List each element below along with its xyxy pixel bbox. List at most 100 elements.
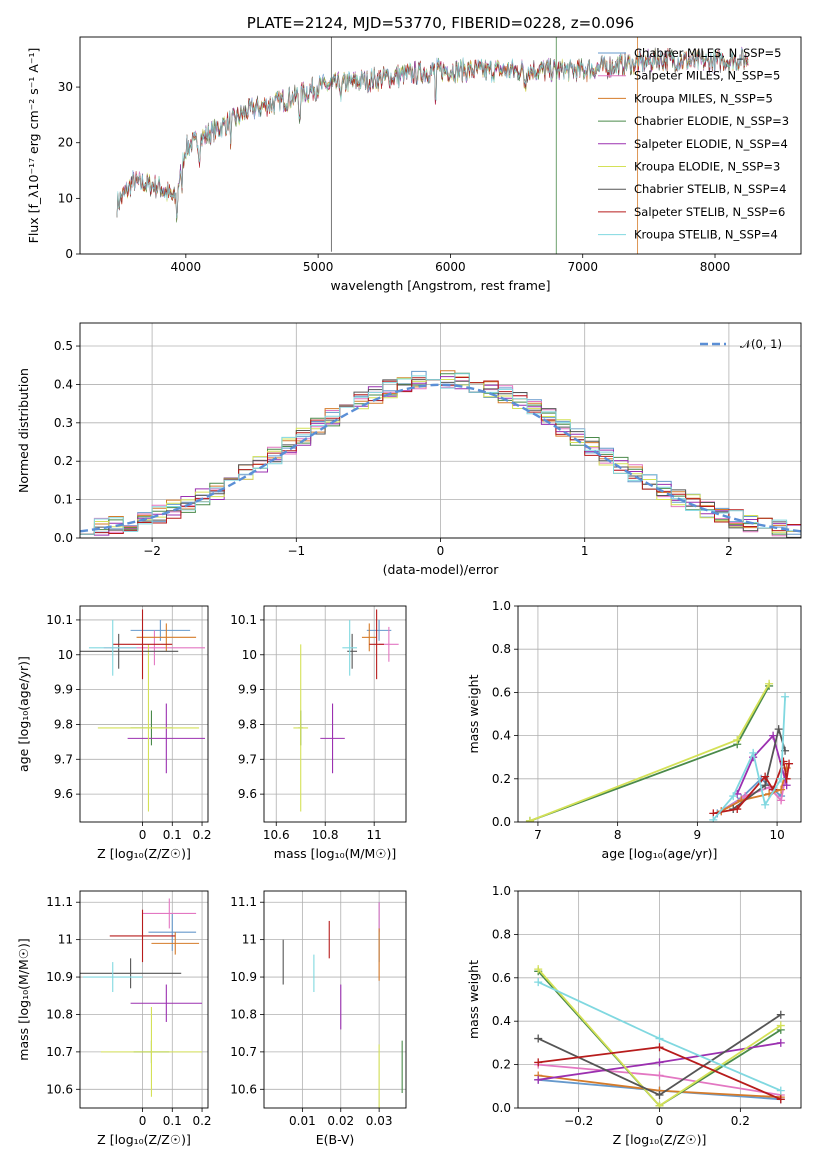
x-tick-label: 5000	[303, 260, 334, 274]
legend-label: Chabrier ELODIE, N_SSP=3	[634, 114, 789, 128]
legend-label: Chabrier MILES, N_SSP=5	[634, 46, 781, 60]
y-tick-label: 10	[58, 191, 73, 205]
y-tick-label: 10.9	[46, 970, 73, 984]
weight-marker	[655, 1101, 664, 1108]
plot-area	[80, 606, 208, 822]
x-tick-label: 4000	[171, 260, 202, 274]
weight-marker	[534, 1075, 543, 1084]
weight-marker	[776, 1010, 785, 1019]
x-axis-label: Z [log₁₀(Z/Z☉)]	[97, 846, 191, 861]
weight-marker	[534, 978, 543, 987]
x-tick-label: 9	[694, 828, 702, 842]
x-tick-label: 0.02	[327, 1114, 354, 1128]
y-tick-label: 9.8	[238, 717, 257, 731]
axes-frame	[517, 605, 802, 823]
x-tick-label: 7	[534, 828, 542, 842]
y-axis-label: Normed distribution	[16, 368, 31, 493]
legend-label: Kroupa STELIB, N_SSP=4	[634, 228, 778, 242]
axes-age_vs_mass: 10.6 10.8 11 9.6 9.7 9.8 9.9 10 10.1 mass [log₁₀(…	[230, 605, 407, 861]
y-tick-label: 0.4	[492, 729, 511, 743]
histogram-4	[80, 376, 801, 536]
weight-marker	[774, 725, 783, 734]
legend-label: Salpeter MILES, N_SSP=5	[634, 69, 780, 83]
y-tick-label: 20	[58, 136, 73, 150]
x-tick-label: 2	[725, 544, 733, 558]
x-tick-label: 1	[581, 544, 589, 558]
x-axis-label: Z [log₁₀(Z/Z☉)]	[613, 1132, 707, 1147]
y-tick-label: 0.2	[492, 1058, 511, 1072]
weight-marker	[777, 796, 786, 805]
weight-marker	[534, 1034, 543, 1043]
y-tick-label: 0.8	[492, 927, 511, 941]
y-tick-label: 11	[58, 933, 73, 947]
weight-marker	[776, 1021, 785, 1030]
y-tick-label: 10.8	[46, 1007, 73, 1021]
y-tick-label: 0.4	[54, 377, 73, 391]
normal-curve	[80, 383, 801, 533]
legend-label: Salpeter ELODIE, N_SSP=4	[634, 137, 788, 151]
axes-age_vs_Z: 0 0.1 0.2 9.6 9.7 9.8 9.9 10 10.1 Z [log₁₀(Z/Z☉)]…	[16, 605, 212, 861]
y-tick-label: 10.6	[230, 1082, 257, 1096]
y-tick-label: 10.1	[46, 613, 73, 627]
y-tick-label: 11	[242, 933, 257, 947]
weight-marker	[749, 748, 758, 757]
y-tick-label: 0.0	[492, 1101, 511, 1115]
y-tick-label: 9.6	[54, 787, 73, 801]
x-tick-label: 8000	[700, 260, 731, 274]
axes-frame	[79, 890, 209, 1109]
y-tick-label: 0.2	[54, 454, 73, 468]
weight-marker	[655, 1071, 664, 1080]
x-tick-label: 0.1	[163, 828, 182, 842]
axes-frame	[79, 605, 209, 823]
plot-marks	[80, 898, 203, 1097]
weight-marker	[777, 774, 786, 783]
x-tick-label: 0	[139, 828, 147, 842]
x-tick-label: 10.6	[263, 828, 290, 842]
y-tick-label: 9.9	[54, 683, 73, 697]
y-tick-label: 30	[58, 80, 73, 94]
y-tick-label: 9.8	[54, 717, 73, 731]
legend-label: Kroupa MILES, N_SSP=5	[634, 91, 773, 105]
x-axis-label: (data-model)/error	[383, 562, 500, 577]
weight-line-6	[732, 725, 786, 810]
axes-frame	[79, 36, 802, 255]
x-tick-label: −0.2	[564, 1114, 593, 1128]
axes-mass_vs_Z: 0 0.1 0.2 10.6 10.7 10.8 10.9 11 11.1 Z [log₁₀(Z/…	[16, 890, 212, 1147]
plot-marks	[282, 902, 403, 1108]
weight-marker	[729, 792, 738, 801]
x-tick-label: 7000	[567, 260, 598, 274]
y-tick-label: 9.9	[238, 683, 257, 697]
y-tick-label: 0.3	[54, 416, 73, 430]
axes-mass_vs_ebv: 0.01 0.02 0.03 10.6 10.7 10.8 10.9 11 11.1 E(B-V)	[230, 890, 407, 1147]
weight-marker	[776, 1086, 785, 1095]
plot-area	[80, 891, 208, 1108]
weight-marker	[534, 1058, 543, 1067]
legend-label: 𝒩(0, 1)	[740, 337, 782, 351]
spectrum-line-8	[116, 47, 749, 219]
axes-frame	[517, 890, 802, 1109]
x-tick-label: 10	[769, 828, 784, 842]
chart-title: PLATE=2124, MJD=53770, FIBERID=0228, z=0…	[247, 14, 634, 32]
y-tick-label: 9.6	[238, 787, 257, 801]
weight-line-4	[736, 733, 788, 795]
y-tick-label: 0.1	[54, 493, 73, 507]
axes-frame	[263, 890, 407, 1109]
y-tick-label: 9.7	[238, 752, 257, 766]
x-axis-label: wavelength [Angstrom, rest frame]	[330, 278, 550, 293]
x-tick-label: 0.2	[192, 1114, 211, 1128]
weight-marker	[761, 772, 770, 781]
x-axis-label: Z [log₁₀(Z/Z☉)]	[97, 1132, 191, 1147]
y-tick-label: 0	[65, 247, 73, 261]
plot-area	[264, 891, 406, 1108]
axes-frame	[79, 322, 802, 539]
x-tick-label: −1	[287, 544, 305, 558]
x-tick-label: 11	[367, 828, 382, 842]
y-tick-label: 11.1	[46, 895, 73, 909]
y-tick-label: 0.0	[492, 815, 511, 829]
weight-marker	[733, 805, 742, 814]
axes-residuals: −2 −1 0 1 2 0.0 0.1 0.2 0.3 0.4 0.5 (data-model)/er…	[16, 322, 802, 577]
y-tick-label: 10.1	[230, 613, 257, 627]
weight-line-8	[712, 696, 786, 821]
y-axis-label: age [log₁₀(age/yr)]	[16, 656, 31, 772]
